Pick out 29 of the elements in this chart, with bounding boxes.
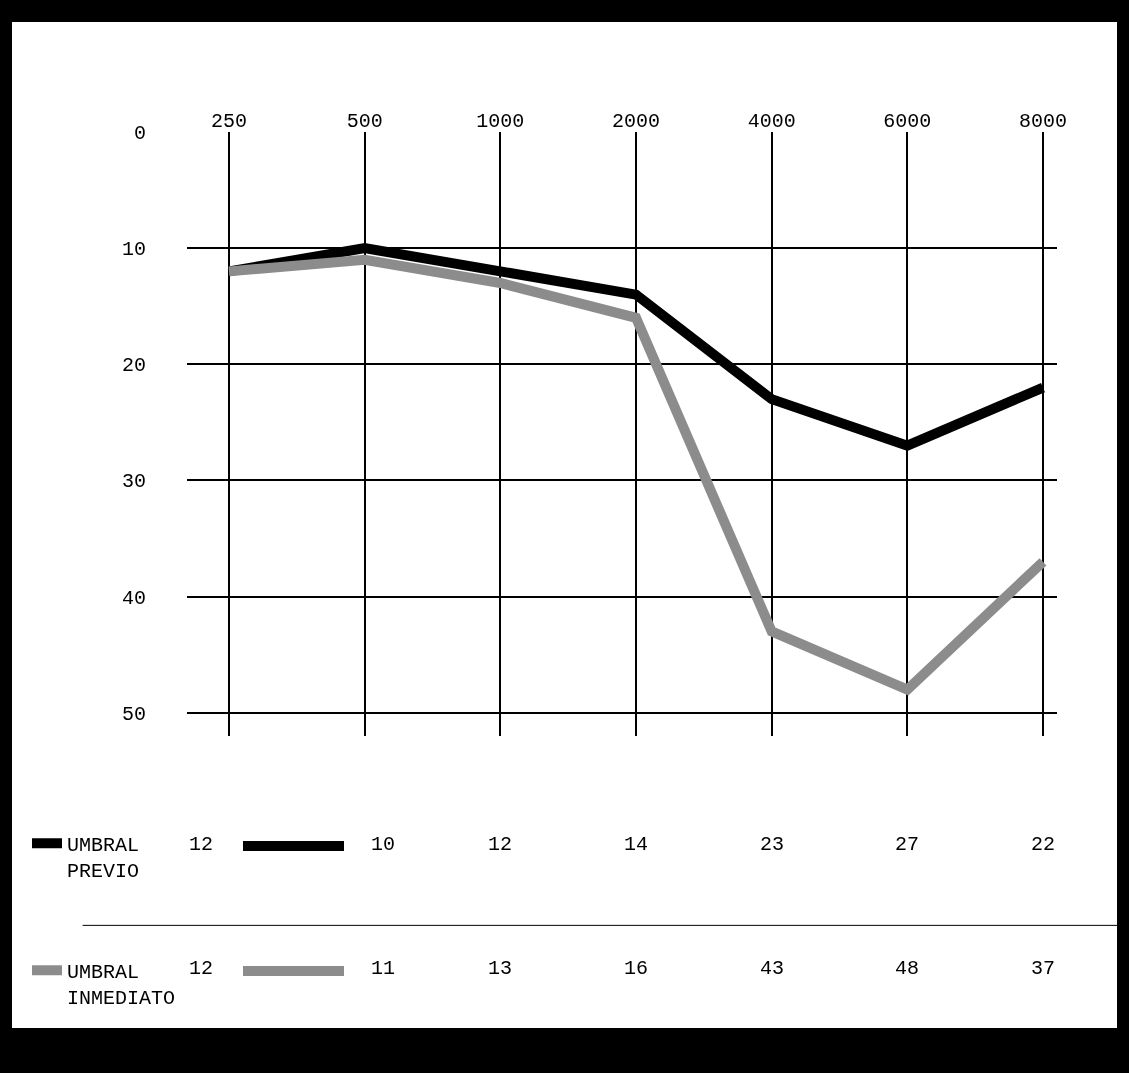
x-tick-label: 4000 <box>747 110 796 133</box>
data-label: 16 <box>624 957 649 980</box>
y-tick-label: 20 <box>121 354 146 378</box>
y-tick-label: 10 <box>121 238 146 262</box>
x-tick-label: 500 <box>346 110 383 133</box>
data-label: 12 <box>488 833 513 856</box>
x-tick-label: 6000 <box>883 110 932 133</box>
data-label: 22 <box>1031 833 1056 856</box>
data-label: 23 <box>760 833 785 856</box>
data-label: 27 <box>895 833 920 856</box>
data-label: 12 <box>189 957 214 980</box>
x-tick-label: 2000 <box>611 110 661 133</box>
y-tick-label: 30 <box>121 470 146 494</box>
y-tick-label: 0 <box>133 122 146 145</box>
data-label: 14 <box>624 833 649 856</box>
data-label: 43 <box>760 957 785 980</box>
data-label: 10 <box>371 833 396 856</box>
y-tick-label: 40 <box>121 586 146 610</box>
data-label: 11 <box>371 957 396 980</box>
y-tick-label: 50 <box>121 702 146 726</box>
x-tick-label: 250 <box>210 110 248 133</box>
x-tick-label: 8000 <box>1018 110 1068 133</box>
legend-label: UMBRAL INMEDIATO <box>67 961 176 1011</box>
x-tick-label: 1000 <box>476 110 525 133</box>
data-label: 12 <box>189 833 214 856</box>
data-label: 48 <box>895 957 920 980</box>
data-label: 37 <box>1031 957 1056 980</box>
legend-label: UMBRAL PREVIO <box>67 834 140 884</box>
data-label: 13 <box>488 957 513 980</box>
